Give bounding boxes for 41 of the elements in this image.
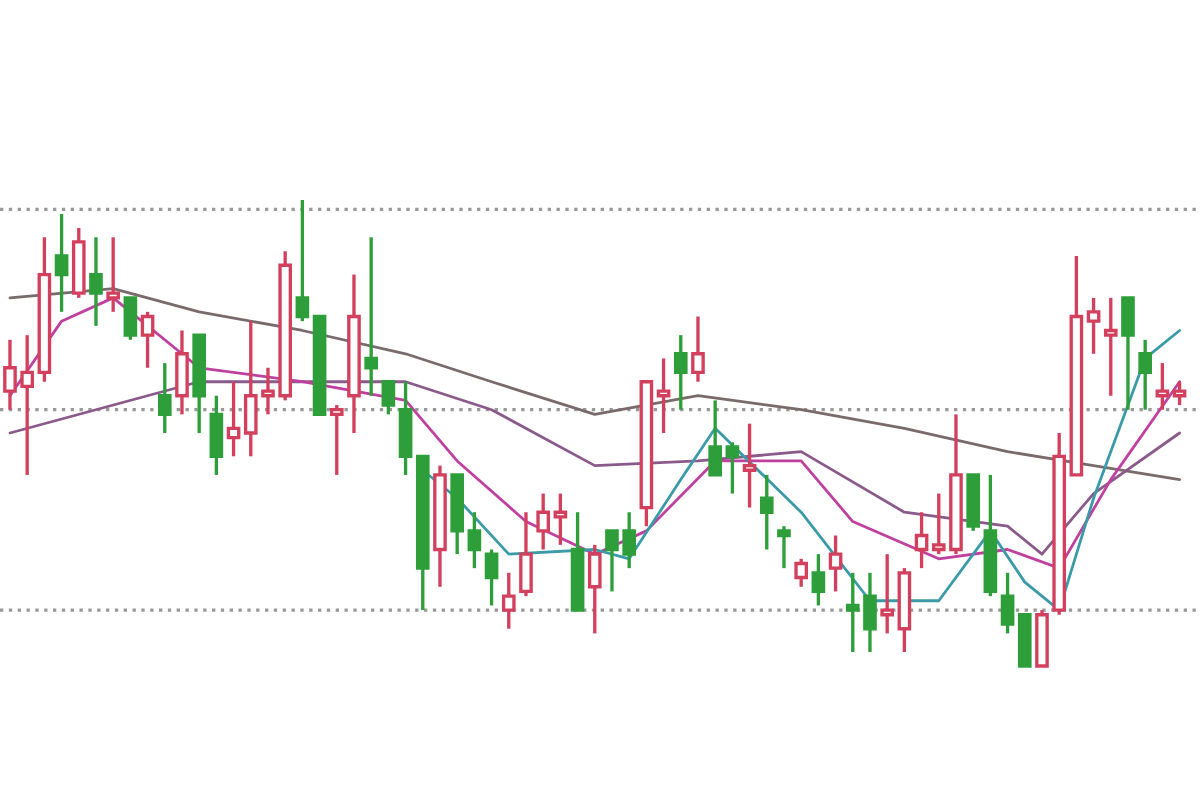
candlestick — [106, 235, 121, 314]
candlestick — [364, 235, 379, 398]
candlestick — [725, 440, 740, 496]
candlestick — [467, 510, 482, 570]
candlestick — [519, 510, 533, 598]
candlestick — [708, 398, 723, 477]
candlestick — [381, 380, 396, 417]
candlestick — [1103, 296, 1118, 398]
candlestick — [329, 403, 344, 477]
candlestick — [175, 328, 189, 417]
candlestick — [89, 235, 103, 328]
candlestick — [1000, 571, 1015, 636]
candlestick — [828, 533, 843, 594]
candlestick — [811, 552, 826, 608]
candlestick — [880, 552, 895, 636]
candlestick — [553, 491, 568, 547]
candlestick — [484, 547, 499, 608]
candlestick — [123, 296, 138, 342]
candlestick — [1138, 338, 1153, 412]
candlestick — [54, 212, 69, 314]
candlestick — [794, 557, 809, 589]
candlestick — [914, 510, 929, 570]
candlestick — [157, 361, 172, 435]
candlestick — [1086, 296, 1101, 356]
candlestick — [673, 333, 688, 412]
candlestick — [1121, 296, 1135, 412]
candlestick — [536, 491, 551, 552]
candlestick — [209, 394, 224, 477]
candlestick — [759, 473, 774, 552]
candlestick — [777, 524, 791, 570]
candlestick — [226, 380, 241, 458]
candlestick — [1155, 361, 1170, 412]
candlestick — [656, 356, 671, 435]
candlestick — [1172, 380, 1187, 407]
candlestick — [587, 543, 602, 636]
candlestick — [140, 310, 155, 370]
candlestick — [742, 422, 757, 510]
candlestick — [398, 380, 413, 477]
candlestick — [295, 198, 310, 323]
candlestick — [501, 571, 516, 631]
candlestick — [691, 314, 705, 384]
